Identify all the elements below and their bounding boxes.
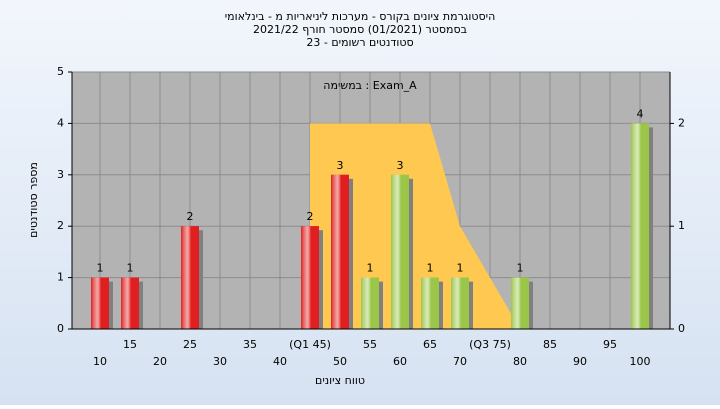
data-label: 3	[397, 159, 404, 172]
x-tick-label: 30	[213, 355, 227, 368]
y-tick-label: 5	[57, 65, 64, 78]
x-tick-label: 25	[183, 338, 197, 351]
x-tick-label: (Q3 75)	[469, 338, 511, 351]
x-tick-label: 90	[573, 355, 587, 368]
data-label: 2	[187, 210, 194, 223]
x-tick-label: 100	[630, 355, 651, 368]
data-label: 2	[307, 210, 314, 223]
data-label: 1	[427, 262, 434, 275]
x-tick-label: 55	[363, 338, 377, 351]
chart-subtitle: סטודנטים רשומים - 23	[306, 36, 413, 49]
data-label: 1	[97, 262, 104, 275]
bar-shine	[361, 277, 379, 329]
bar-shine	[511, 277, 529, 329]
bar-shine	[391, 174, 409, 329]
bar-shine	[451, 277, 469, 329]
x-tick-label: 20	[153, 355, 167, 368]
x-tick-label: 15	[123, 338, 137, 351]
y-tick-label: 1	[57, 271, 64, 284]
bar-shine	[121, 277, 139, 329]
data-label: 1	[457, 262, 464, 275]
x-tick-label: 85	[543, 338, 557, 351]
data-label: 1	[127, 262, 134, 275]
bar-shine	[301, 226, 319, 329]
bar-shine	[421, 277, 439, 329]
x-tick-label: 40	[273, 355, 287, 368]
y-axis-label: מספר סטודנטים	[27, 162, 40, 238]
data-label: 1	[517, 262, 524, 275]
x-tick-label: (Q1 45)	[289, 338, 331, 351]
x-tick-label: 60	[393, 355, 407, 368]
x-tick-label: 35	[243, 338, 257, 351]
y2-tick-label: 2	[678, 116, 685, 129]
data-label: 4	[637, 107, 644, 120]
x-tick-label: 50	[333, 355, 347, 368]
bar-shine	[91, 277, 109, 329]
chart-title: היסטוגרמת ציונים בקורס - מערכות ליניאריו…	[225, 10, 496, 23]
bar-shine	[331, 174, 349, 329]
x-tick-label: 70	[453, 355, 467, 368]
y2-tick-label: 0	[678, 322, 685, 335]
x-axis-label: טווח ציונים	[315, 374, 365, 387]
bar-shine	[181, 226, 199, 329]
y2-tick-label: 1	[678, 219, 685, 232]
data-label: 3	[337, 159, 344, 172]
y-tick-label: 4	[57, 116, 64, 129]
x-tick-label: 10	[93, 355, 107, 368]
x-tick-label: 65	[423, 338, 437, 351]
chart-subtitle: בסמסטר (01/2021) סמסטר חורף 2021/22	[253, 23, 467, 36]
x-tick-label: 80	[513, 355, 527, 368]
y-tick-label: 0	[57, 322, 64, 335]
x-tick-label: 95	[603, 338, 617, 351]
data-label: 1	[367, 262, 374, 275]
bar-shine	[631, 123, 649, 330]
y-tick-label: 3	[57, 168, 64, 181]
y-tick-label: 2	[57, 219, 64, 232]
